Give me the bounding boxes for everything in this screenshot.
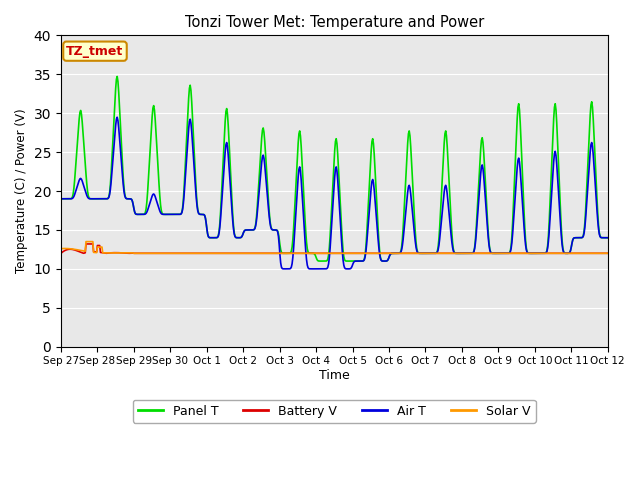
Solar V bbox=[57, 246, 65, 252]
Battery V bbox=[179, 251, 187, 256]
Legend: Panel T, Battery V, Air T, Solar V: Panel T, Battery V, Air T, Solar V bbox=[133, 400, 536, 423]
Air T bbox=[113, 114, 121, 120]
Panel T bbox=[604, 235, 612, 240]
Battery V bbox=[57, 251, 65, 256]
Battery V bbox=[417, 251, 425, 256]
Text: TZ_tmet: TZ_tmet bbox=[67, 45, 124, 58]
Title: Tonzi Tower Met: Temperature and Power: Tonzi Tower Met: Temperature and Power bbox=[185, 15, 484, 30]
Battery V bbox=[401, 251, 409, 256]
Panel T bbox=[57, 196, 65, 202]
Line: Battery V: Battery V bbox=[61, 244, 608, 253]
Battery V bbox=[82, 241, 90, 247]
Air T bbox=[403, 204, 410, 210]
Panel T bbox=[67, 196, 75, 202]
Solar V bbox=[209, 251, 217, 256]
Air T bbox=[179, 201, 187, 206]
Panel T bbox=[317, 258, 325, 264]
Panel T bbox=[419, 251, 426, 256]
Air T bbox=[419, 251, 426, 256]
X-axis label: Time: Time bbox=[319, 369, 349, 382]
Line: Panel T: Panel T bbox=[61, 76, 608, 261]
Solar V bbox=[403, 251, 410, 256]
Solar V bbox=[419, 251, 426, 256]
Air T bbox=[209, 235, 216, 240]
Solar V bbox=[67, 246, 75, 252]
Line: Solar V: Solar V bbox=[61, 241, 608, 253]
Solar V bbox=[130, 251, 138, 256]
Air T bbox=[67, 196, 75, 202]
Battery V bbox=[604, 251, 612, 256]
Battery V bbox=[67, 246, 75, 252]
Panel T bbox=[179, 197, 187, 203]
Panel T bbox=[403, 168, 410, 174]
Y-axis label: Temperature (C) / Power (V): Temperature (C) / Power (V) bbox=[15, 108, 28, 273]
Solar V bbox=[124, 250, 132, 256]
Battery V bbox=[209, 251, 216, 256]
Solar V bbox=[180, 251, 188, 256]
Solar V bbox=[604, 251, 612, 256]
Line: Air T: Air T bbox=[61, 117, 608, 269]
Solar V bbox=[82, 239, 90, 244]
Panel T bbox=[113, 73, 121, 79]
Air T bbox=[57, 196, 65, 202]
Panel T bbox=[124, 196, 132, 202]
Panel T bbox=[209, 235, 216, 240]
Air T bbox=[604, 235, 612, 240]
Air T bbox=[124, 196, 132, 202]
Air T bbox=[281, 266, 289, 272]
Battery V bbox=[124, 251, 132, 256]
